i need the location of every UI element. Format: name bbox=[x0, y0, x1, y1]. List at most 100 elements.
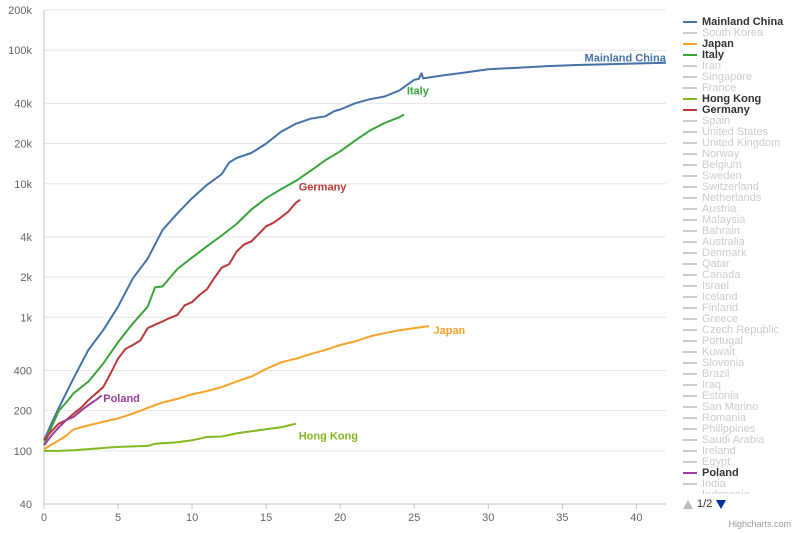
legend-label: Australia bbox=[702, 235, 745, 248]
legend-swatch bbox=[683, 163, 697, 166]
y-tick-label: 40 bbox=[20, 499, 32, 511]
legend-swatch bbox=[683, 229, 697, 232]
legend-item-qatar[interactable]: Qatar bbox=[683, 258, 793, 270]
legend-item-slovenia[interactable]: Slovenia bbox=[683, 356, 793, 369]
legend-item-mainland-china[interactable]: Mainland China bbox=[683, 16, 793, 28]
legend-item-romania[interactable]: Romania bbox=[683, 412, 793, 424]
legend-item-portugal[interactable]: Portugal bbox=[683, 334, 793, 347]
legend-swatch bbox=[683, 361, 697, 364]
legend-label: Indonesia bbox=[702, 489, 750, 495]
y-tick-label: 400 bbox=[14, 365, 32, 377]
legend-item-united-states[interactable]: United States bbox=[683, 125, 793, 138]
y-tick-label: 100 bbox=[14, 446, 32, 458]
legend-item-iceland[interactable]: Iceland bbox=[683, 291, 793, 303]
legend-swatch bbox=[683, 108, 697, 111]
legend-item-south-korea[interactable]: South Korea bbox=[683, 26, 793, 39]
legend-item-egypt[interactable]: Egypt bbox=[683, 456, 793, 468]
legend-swatch bbox=[683, 218, 697, 221]
legend-item-spain[interactable]: Spain bbox=[683, 115, 793, 127]
legend-item-france[interactable]: France bbox=[683, 82, 793, 94]
legend-label: Austria bbox=[702, 202, 737, 215]
legend-item-ireland[interactable]: Ireland bbox=[683, 444, 793, 457]
credits-link[interactable]: Highcharts.com bbox=[728, 519, 791, 529]
legend-item-denmark[interactable]: Denmark bbox=[683, 246, 793, 259]
legend-label: Netherlands bbox=[702, 191, 762, 204]
legend-label: Canada bbox=[702, 268, 741, 281]
legend-label: San Marino bbox=[702, 400, 759, 413]
legend-item-czech-republic[interactable]: Czech Republic bbox=[683, 324, 793, 336]
legend-item-philippines[interactable]: Philippines bbox=[683, 423, 793, 435]
legend-label: Portugal bbox=[702, 334, 743, 347]
legend-swatch bbox=[683, 394, 697, 397]
legend-label: United Kingdom bbox=[702, 136, 781, 149]
legend-item-israel[interactable]: Israel bbox=[683, 280, 793, 292]
legend-item-bahrain[interactable]: Bahrain bbox=[683, 225, 793, 237]
legend-item-canada[interactable]: Canada bbox=[683, 268, 793, 281]
series-line-japan bbox=[43, 325, 430, 450]
legend-item-germany[interactable]: Germany bbox=[683, 103, 793, 116]
triangle-up-icon[interactable] bbox=[683, 499, 693, 509]
legend-item-estonia[interactable]: Estonia bbox=[683, 390, 793, 402]
legend-label: Germany bbox=[702, 103, 750, 116]
legend-item-brazil[interactable]: Brazil bbox=[683, 368, 793, 380]
legend-item-finland[interactable]: Finland bbox=[683, 302, 793, 314]
legend-label: United States bbox=[702, 125, 769, 138]
legend-swatch bbox=[683, 20, 697, 23]
legend-swatch bbox=[683, 119, 697, 122]
legend-item-singapore[interactable]: Singapore bbox=[683, 71, 793, 83]
legend-swatch bbox=[683, 185, 697, 188]
legend-item-australia[interactable]: Australia bbox=[683, 235, 793, 248]
legend-item-iran[interactable]: Iran bbox=[683, 59, 793, 72]
legend-item-malaysia[interactable]: Malaysia bbox=[683, 214, 793, 226]
legend-label: Slovenia bbox=[702, 356, 745, 369]
legend-item-san-marino[interactable]: San Marino bbox=[683, 400, 793, 413]
x-tick-label: 35 bbox=[556, 512, 568, 524]
legend-label: Mainland China bbox=[702, 16, 784, 28]
legend-item-indonesia[interactable]: Indonesia bbox=[683, 489, 793, 494]
legend-swatch bbox=[683, 262, 697, 265]
series-line-germany bbox=[43, 198, 301, 441]
x-tick-label: 25 bbox=[408, 512, 420, 524]
legend-label: Hong Kong bbox=[702, 92, 762, 105]
legend-swatch bbox=[683, 75, 697, 78]
legend-item-austria[interactable]: Austria bbox=[683, 202, 793, 215]
series-label-poland: Poland bbox=[103, 393, 140, 405]
x-tick-label: 10 bbox=[186, 512, 198, 524]
legend-item-italy[interactable]: Italy bbox=[683, 49, 793, 61]
x-tick-label: 40 bbox=[630, 512, 642, 524]
legend-item-switzerland[interactable]: Switzerland bbox=[683, 181, 793, 193]
legend-item-united-kingdom[interactable]: United Kingdom bbox=[683, 136, 793, 149]
legend-label: Ireland bbox=[702, 444, 736, 457]
legend-label: Iran bbox=[702, 59, 721, 72]
series-lines bbox=[43, 61, 667, 452]
legend-item-greece[interactable]: Greece bbox=[683, 313, 793, 325]
series-label-hong-kong: Hong Kong bbox=[299, 431, 358, 443]
triangle-down-icon[interactable] bbox=[716, 499, 727, 509]
legend-swatch bbox=[683, 438, 697, 441]
legend-label: Denmark bbox=[702, 246, 747, 259]
legend-label: South Korea bbox=[702, 26, 764, 39]
legend-item-poland[interactable]: Poland bbox=[683, 467, 793, 479]
series-label-japan: Japan bbox=[433, 325, 465, 337]
legend-label: Saudi Arabia bbox=[702, 433, 765, 446]
legend-item-sweden[interactable]: Sweden bbox=[683, 170, 793, 182]
legend-swatch bbox=[683, 449, 697, 452]
legend: Mainland China South Korea Japan Italy Iran S… bbox=[683, 16, 793, 494]
legend-item-india[interactable]: India bbox=[683, 478, 793, 490]
legend-item-kuwait[interactable]: Kuwait bbox=[683, 346, 793, 358]
x-tick-label: 5 bbox=[115, 512, 121, 524]
legend-item-norway[interactable]: Norway bbox=[683, 148, 793, 160]
legend-item-netherlands[interactable]: Netherlands bbox=[683, 191, 793, 204]
series-label-germany: Germany bbox=[299, 182, 348, 194]
legend-item-belgium[interactable]: Belgium bbox=[683, 159, 793, 171]
legend-swatch bbox=[683, 295, 697, 298]
legend-item-iraq[interactable]: Iraq bbox=[683, 379, 793, 391]
legend-item-japan[interactable]: Japan bbox=[683, 38, 793, 50]
y-tick-label: 20k bbox=[14, 139, 32, 151]
legend-item-hong-kong[interactable]: Hong Kong bbox=[683, 92, 793, 105]
legend-swatch bbox=[683, 42, 697, 45]
legend-item-saudi-arabia[interactable]: Saudi Arabia bbox=[683, 433, 793, 446]
y-tick-label: 100k bbox=[8, 45, 32, 57]
y-tick-label: 200k bbox=[8, 5, 32, 17]
x-tick-label: 20 bbox=[334, 512, 346, 524]
